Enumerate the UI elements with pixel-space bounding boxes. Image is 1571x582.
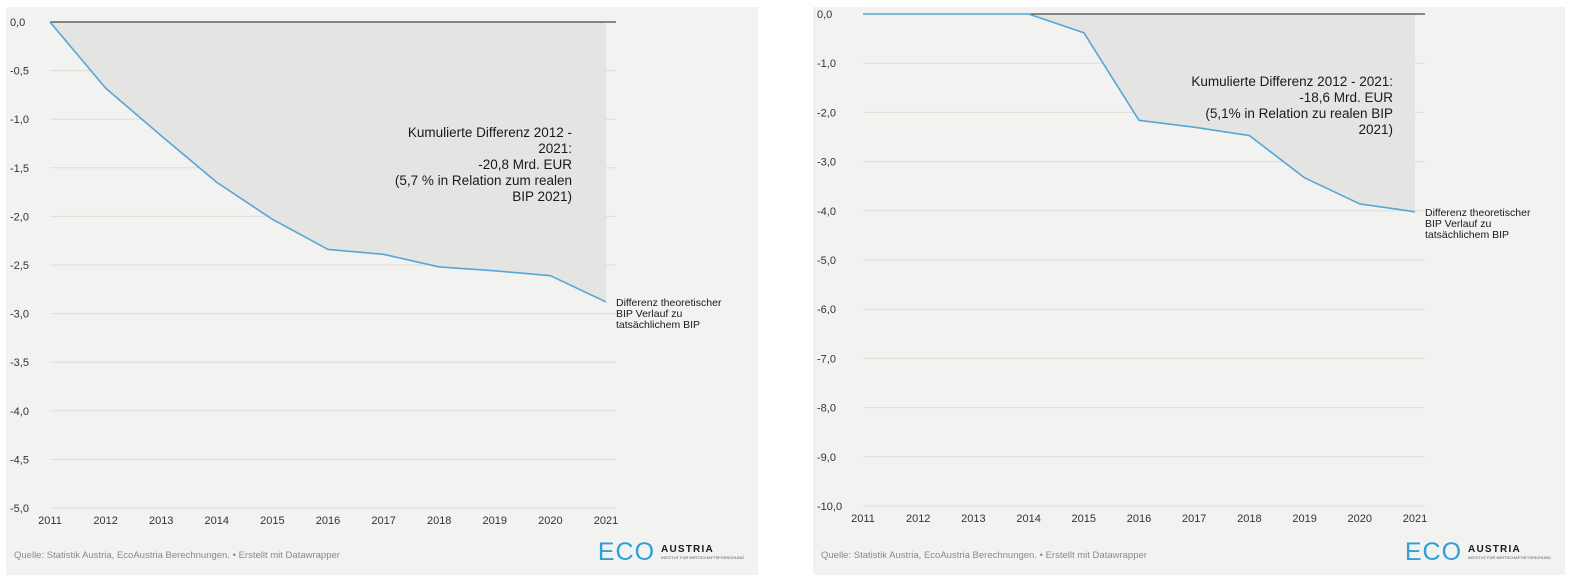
- chart-right: 0,0 -1,0 -2,0 -3,0 -4,0 -5,0 -6,0 -7,0 -8,0 -9,0 -…: [817, 9, 1531, 525]
- chart1-xtick-label: 2020: [1348, 513, 1372, 525]
- chart0-xtick-label: 2014: [205, 515, 229, 527]
- chart1-ytick-label: -10,0: [817, 501, 842, 513]
- chart1-xtick-label: 2019: [1292, 513, 1316, 525]
- logo-eco-text: ECO: [597, 538, 656, 566]
- chart0-annotation-line: BIP 2021): [512, 189, 572, 204]
- chart0-series-end-label-line: Differenz theoretischer: [616, 297, 722, 309]
- chart1-xtick-label: 2014: [1016, 513, 1040, 525]
- chart0-ytick-label: -1,0: [10, 114, 29, 126]
- chart1-annotation-line: Kumulierte Differenz 2012 - 2021:: [1191, 74, 1393, 89]
- chart0-ytick-label: -1,5: [10, 163, 29, 175]
- chart0-xtick-label: 2020: [538, 515, 562, 527]
- logo-austria-text: AUSTRIA: [1468, 544, 1521, 555]
- chart0-annotation-line: 2021:: [538, 141, 572, 156]
- chart1-annotation-line: 2021): [1358, 122, 1393, 137]
- chart0-xtick-label: 2011: [38, 515, 62, 527]
- chart0-xtick-label: 2019: [483, 515, 507, 527]
- chart1-annotation-line: (5,1% in Relation zu realen BIP: [1205, 106, 1393, 121]
- ecoaustria-logo: ECO AUSTRIA INSTITUT FÜR WIRTSCHAFTSFORS…: [597, 538, 744, 566]
- chart0-ytick-label: -3,5: [10, 357, 29, 369]
- chart1-ytick-label: -8,0: [817, 403, 836, 415]
- chart0-ytick-label: -3,0: [10, 309, 29, 321]
- chart1-ytick-label: -3,0: [817, 157, 836, 169]
- chart0-ytick-label: -5,0: [10, 503, 29, 515]
- chart1-xtick-label: 2021: [1403, 513, 1427, 525]
- chart1-ytick-label: -5,0: [817, 255, 836, 267]
- chart1-xtick-label: 2013: [961, 513, 985, 525]
- chart1-annotation: Kumulierte Differenz 2012 - 2021: -18,6 M…: [1191, 74, 1393, 137]
- chart0-annotation: Kumulierte Differenz 2012 -2021: -20,8 Mr…: [395, 125, 572, 204]
- chart1-xtick-label: 2017: [1182, 513, 1206, 525]
- ecoaustria-logo: ECO AUSTRIA INSTITUT FÜR WIRTSCHAFTSFORS…: [1404, 538, 1551, 566]
- chart0-ytick-label: -2,5: [10, 260, 29, 272]
- chart-panel-right: 0,0 -1,0 -2,0 -3,0 -4,0 -5,0 -6,0 -7,0 -8,0 -9,0 -…: [813, 7, 1565, 575]
- chart0-area: [50, 22, 606, 302]
- chart0-ytick-label: -4,5: [10, 454, 29, 466]
- chart0-ytick-label: -4,0: [10, 406, 29, 418]
- chart0-series-line: [49, 21, 607, 303]
- chart0-xtick-label: 2015: [260, 515, 284, 527]
- chart1-series-end-label-line: tatsächlichem BIP: [1425, 229, 1509, 241]
- chart0-xtick-label: 2017: [371, 515, 395, 527]
- chart1-ytick-label: -4,0: [817, 206, 836, 218]
- chart0-xtick-label: 2021: [594, 515, 618, 527]
- chart0-xtick-label: 2016: [316, 515, 340, 527]
- chart1-series-end-label: Differenz theoretischer BIP Verlauf zu tat…: [1425, 207, 1531, 241]
- logo-subtitle: INSTITUT FÜR WIRTSCHAFTSFORSCHUNG: [661, 555, 744, 560]
- chart1-series-end-label-line: BIP Verlauf zu: [1425, 218, 1492, 230]
- logo-subtitle: INSTITUT FÜR WIRTSCHAFTSFORSCHUNG: [1468, 555, 1551, 560]
- chart0-ytick-label: -2,0: [10, 211, 29, 223]
- chart1-ytick-label: -2,0: [817, 107, 836, 119]
- chart-panel-left: 0,0 -0,5 -1,0 -1,5 -2,0 -2,5 -3,0 -3,5 -4,0 -4,5 -…: [6, 7, 758, 575]
- chart1-xtick-label: 2011: [851, 513, 875, 525]
- chart1-ytick-label: -1,0: [817, 58, 836, 70]
- source-note: Quelle: Statistik Austria, EcoAustria Be…: [14, 550, 340, 561]
- chart1-annotation-line: -18,6 Mrd. EUR: [1299, 90, 1393, 105]
- chart1-xtick-label: 2015: [1072, 513, 1096, 525]
- chart0-series-end-label-line: BIP Verlauf zu: [616, 308, 683, 320]
- chart1-xtick-label: 2012: [906, 513, 930, 525]
- chart0-xtick-label: 2012: [93, 515, 117, 527]
- chart0-ytick-label: -0,5: [10, 66, 29, 78]
- chart1-ytick-label: 0,0: [817, 9, 832, 21]
- chart1-ytick-label: -6,0: [817, 304, 836, 316]
- chart0-series-end-label-line: tatsächlichem BIP: [616, 319, 700, 331]
- chart0-annotation-line: -20,8 Mrd. EUR: [478, 157, 572, 172]
- chart1-xtick-label: 2016: [1127, 513, 1151, 525]
- chart-left: 0,0 -0,5 -1,0 -1,5 -2,0 -2,5 -3,0 -3,5 -4,0 -4,5 -…: [10, 17, 722, 527]
- chart1-series-end-label-line: Differenz theoretischer: [1425, 207, 1531, 219]
- chart0-xtick-label: 2018: [427, 515, 451, 527]
- logo-austria-text: AUSTRIA: [661, 544, 714, 555]
- chart1-ytick-label: -9,0: [817, 452, 836, 464]
- chart1-xtick-label: 2018: [1237, 513, 1261, 525]
- chart1-ytick-label: -7,0: [817, 353, 836, 365]
- chart0-annotation-line: Kumulierte Differenz 2012 -: [408, 125, 572, 140]
- chart1-series-line: [863, 13, 1416, 213]
- chart0-ytick-label: 0,0: [10, 17, 25, 29]
- chart0-series-end-label: Differenz theoretischer BIP Verlauf zu tat…: [616, 297, 722, 331]
- chart0-xtick-label: 2013: [149, 515, 173, 527]
- chart0-annotation-line: (5,7 % in Relation zum realen: [395, 173, 572, 188]
- logo-eco-text: ECO: [1404, 538, 1463, 566]
- chart1-area: [863, 14, 1415, 212]
- source-note: Quelle: Statistik Austria, EcoAustria Be…: [821, 550, 1147, 561]
